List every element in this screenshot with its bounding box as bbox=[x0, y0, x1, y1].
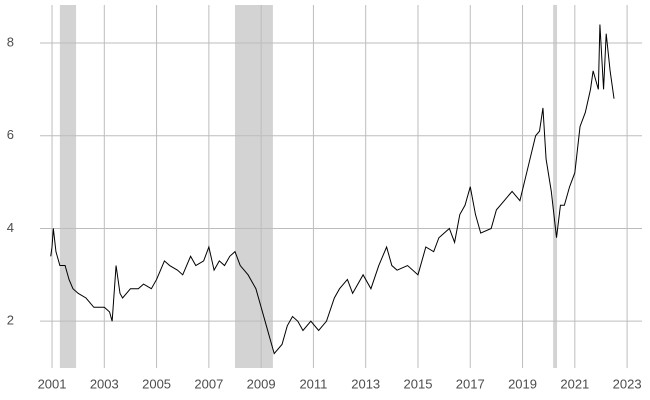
shaded-range bbox=[553, 5, 558, 368]
x-tick-label: 2009 bbox=[247, 376, 276, 391]
y-tick-label: 8 bbox=[7, 34, 14, 49]
y-tick-label: 6 bbox=[7, 127, 14, 142]
x-tick-label: 2019 bbox=[508, 376, 537, 391]
x-tick-label: 2021 bbox=[560, 376, 589, 391]
x-tick-label: 2003 bbox=[90, 376, 119, 391]
x-tick-label: 2005 bbox=[142, 376, 171, 391]
x-tick-label: 2007 bbox=[194, 376, 223, 391]
x-tick-label: 2001 bbox=[38, 376, 67, 391]
x-tick-label: 2017 bbox=[456, 376, 485, 391]
y-tick-label: 4 bbox=[7, 220, 14, 235]
shaded-range bbox=[59, 5, 77, 368]
x-tick-label: 2011 bbox=[299, 376, 327, 391]
data-line bbox=[50, 24, 615, 355]
y-tick-label: 2 bbox=[7, 313, 14, 328]
x-tick-label: 2013 bbox=[351, 376, 380, 391]
shaded-range bbox=[235, 5, 273, 368]
x-tick-label: 2015 bbox=[404, 376, 433, 391]
x-tick-label: 2023 bbox=[613, 376, 642, 391]
